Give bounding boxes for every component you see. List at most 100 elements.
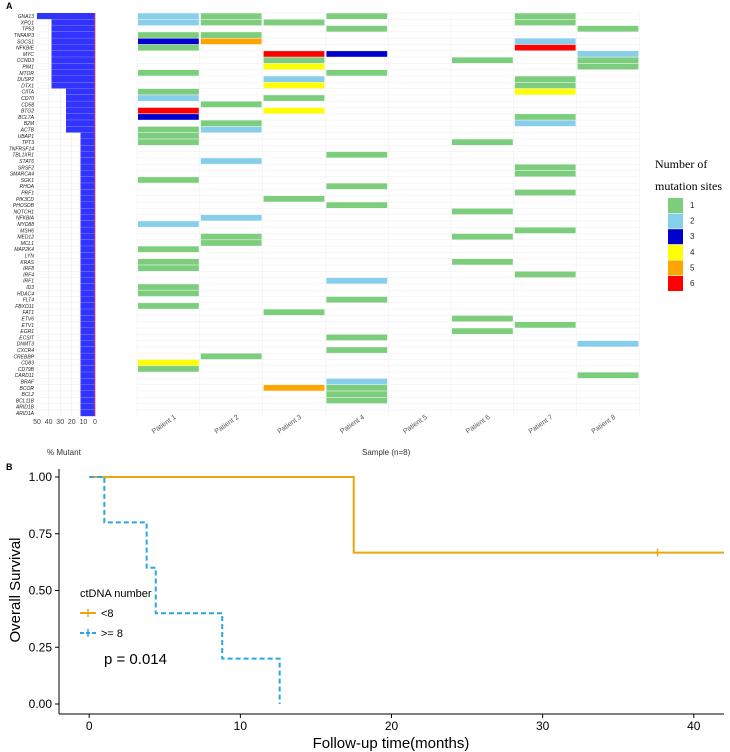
- mutation-cell: [452, 139, 513, 145]
- mutation-cell: [326, 51, 388, 57]
- percent-mutant-bar: [80, 183, 95, 190]
- mutation-cell: [138, 114, 199, 120]
- percent-mutant-bar: [37, 13, 95, 20]
- gene-label: TNFAIP3: [14, 33, 34, 39]
- percent-mutant-bar: [80, 321, 95, 328]
- gene-label: SRSF2: [18, 165, 34, 171]
- km-x-tick-label: 0: [86, 719, 93, 733]
- sample-label: Patient 6: [465, 414, 492, 436]
- percent-mutant-bar: [80, 227, 95, 234]
- percent-mutant-bar: [80, 391, 95, 398]
- survival-plot-panel: 0.00 0.25 0.50 0.75 1.00 0 10 20 30 40 Follow-up …: [7, 469, 724, 752]
- mutation-cell: [138, 32, 199, 38]
- km-axes: 0.00 0.25 0.50 0.75 1.00 0 10 20 30 40: [29, 469, 724, 733]
- percent-mutant-bar: [80, 409, 95, 417]
- mutation-cell: [326, 385, 388, 391]
- mutation-cell: [514, 38, 576, 45]
- percent-mutant-bar: [80, 132, 95, 139]
- percent-mutant-bar: [80, 384, 95, 391]
- percent-mutant-bar: [51, 63, 95, 70]
- mutation-cell: [138, 88, 199, 95]
- bar-tick-label: 30: [56, 419, 64, 426]
- mutation-cell: [200, 240, 262, 246]
- heatmap-cells: [138, 13, 639, 404]
- mutation-cell: [263, 76, 325, 82]
- gene-label: MAP2K4: [14, 247, 34, 253]
- mutation-cell: [200, 158, 262, 164]
- gene-label: HDAC4: [17, 291, 34, 297]
- legend-swatch: [668, 213, 683, 229]
- km-y-tick-label: 0.25: [29, 640, 53, 654]
- mutation-cell: [138, 246, 199, 253]
- gene-label: ACTB: [20, 128, 35, 134]
- bar-tick-label: 20: [68, 419, 76, 426]
- percent-mutant-bar: [80, 277, 95, 284]
- bar-tick-label: 40: [45, 419, 53, 426]
- percent-mutant-bar: [51, 76, 95, 83]
- percent-mutant-bar: [80, 176, 95, 184]
- mutation-cell: [452, 233, 513, 240]
- percent-mutant-bar: [51, 19, 95, 26]
- percent-mutant-bar: [80, 170, 95, 177]
- sample-label-group: Patient 1 Patient 2 Patient 3 Patient 4 Pati…: [151, 414, 617, 436]
- km-curve-low-ctdna: [89, 476, 724, 554]
- legend-swatch: [668, 260, 683, 276]
- mutation-cell: [138, 265, 199, 271]
- percent-mutant-bar: [66, 113, 95, 121]
- mutation-cell: [263, 385, 325, 391]
- km-legend-title: ctDNA number: [80, 588, 152, 600]
- km-curves: [89, 476, 724, 704]
- gene-label: PHOSDB: [13, 203, 35, 209]
- gene-label: CD79B: [18, 367, 35, 373]
- percent-mutant-bar: [80, 340, 95, 347]
- mutation-cell: [138, 107, 199, 114]
- mutation-cell: [200, 214, 262, 221]
- gene-label: MCL1: [21, 241, 35, 247]
- mutation-cell: [326, 25, 388, 32]
- p-value-text: p = 0.014: [104, 651, 167, 668]
- panel-b-label: B: [6, 462, 13, 472]
- percent-mutant-bar: [80, 353, 95, 360]
- mutation-cell: [200, 13, 262, 19]
- mutation-cell: [452, 57, 513, 64]
- gene-label: NFKBIA: [16, 216, 35, 222]
- gene-label: CXCR4: [17, 348, 34, 354]
- gene-label: UBAP1: [18, 134, 35, 140]
- gene-label: CD58: [21, 102, 34, 108]
- percent-mutant-bar: [80, 258, 95, 265]
- percent-mutant-bar: [80, 328, 95, 335]
- km-x-tick-label: 40: [687, 719, 701, 733]
- percent-mutant-bar: [80, 359, 95, 366]
- mutation-cell: [138, 177, 199, 183]
- mutation-heatmap-panel: GNA13XPO1TP53TNFAIP3SOCS1NFKBIEMYCCCND3P…: [9, 12, 722, 457]
- km-y-tick-label: 0.50: [29, 584, 53, 598]
- mutation-cell: [138, 44, 199, 51]
- mutation-cell: [263, 107, 325, 114]
- mutation-cell: [326, 183, 388, 190]
- gene-label: CIITA: [22, 90, 35, 96]
- mutation-cell: [263, 63, 325, 70]
- legend-label: 4: [690, 248, 695, 257]
- mutation-cell: [514, 114, 576, 120]
- mutation-cell: [138, 139, 199, 145]
- percent-mutant-bar: [80, 252, 95, 259]
- gene-label: MED12: [17, 235, 34, 241]
- gene-label: ETV6: [21, 317, 34, 323]
- mutation-cell: [138, 259, 199, 265]
- mutation-cell: [138, 290, 199, 297]
- gene-label: PRF1: [21, 191, 34, 197]
- gene-label: ECSIT: [19, 335, 35, 341]
- mutation-cell: [138, 70, 199, 76]
- percent-mutant-bar: [51, 38, 95, 45]
- sample-label: Patient 5: [402, 414, 429, 436]
- percent-mutant-bar: [80, 189, 95, 196]
- mutation-cell: [452, 208, 513, 215]
- gene-label: BCL7A: [18, 115, 35, 121]
- mutation-cell: [577, 57, 639, 64]
- legend-label: 6: [690, 279, 695, 288]
- gene-label: IRF4: [23, 272, 34, 278]
- gene-label: TP53: [22, 27, 34, 33]
- gene-label: BRAF: [21, 380, 35, 386]
- percent-mutant-bar: [66, 120, 95, 127]
- percent-mutant-bar: [80, 296, 95, 303]
